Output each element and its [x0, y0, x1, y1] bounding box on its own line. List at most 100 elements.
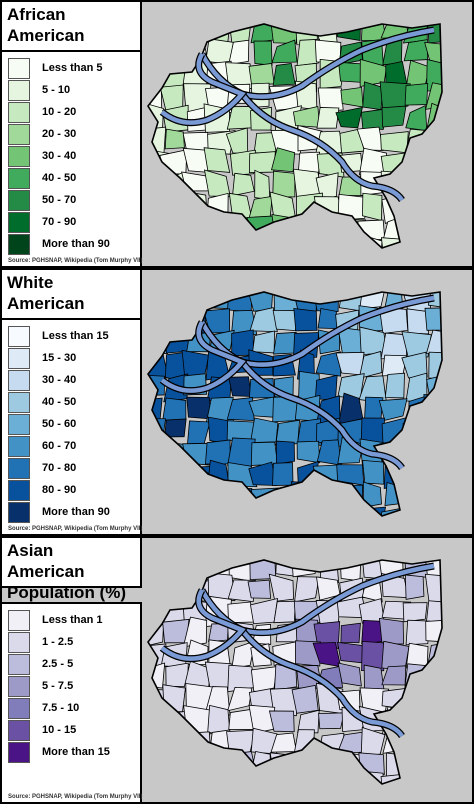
legend-swatch [8, 348, 30, 369]
neighborhood [405, 619, 431, 646]
neighborhood [205, 214, 231, 243]
neighborhood [206, 192, 229, 219]
african-american-panel: African American Population (%) Less tha… [0, 0, 474, 268]
neighborhood [248, 195, 273, 218]
legend-label: 40 - 50 [42, 396, 77, 408]
neighborhood [337, 235, 361, 248]
neighborhood [180, 507, 212, 516]
neighborhood [358, 350, 383, 379]
neighborhood [379, 81, 411, 109]
neighborhood [428, 465, 442, 489]
neighborhood [338, 773, 365, 784]
neighborhood [148, 216, 165, 243]
neighborhood [182, 24, 210, 42]
legend-swatch [8, 80, 30, 101]
neighborhood [404, 574, 425, 600]
legend-label: 30 - 40 [42, 150, 77, 162]
neighborhood [380, 237, 409, 248]
legend-label: 15 - 30 [42, 352, 77, 364]
legend-label: 30 - 40 [42, 374, 77, 386]
legend-label: 80 - 90 [42, 484, 77, 496]
neighborhood [162, 397, 187, 422]
neighborhood [148, 24, 165, 42]
neighborhood [272, 310, 301, 332]
legend-swatch [8, 146, 30, 167]
neighborhood [164, 418, 187, 438]
neighborhood [291, 560, 318, 578]
title-box: Asian American Population (%) [2, 538, 142, 602]
neighborhood [291, 684, 319, 714]
neighborhood [164, 128, 185, 150]
neighborhood [182, 731, 211, 755]
legend-label: 7.5 - 10 [42, 702, 80, 714]
neighborhood [148, 572, 164, 602]
legend-label: Less than 5 [42, 62, 103, 74]
neighborhood [226, 238, 255, 248]
neighborhood [363, 664, 385, 690]
neighborhood [269, 752, 298, 777]
neighborhood [381, 105, 407, 128]
neighborhood [315, 755, 337, 781]
neighborhood [425, 619, 442, 643]
legend-item [8, 502, 30, 523]
neighborhood [148, 236, 167, 248]
neighborhood [162, 506, 189, 516]
city-boundary [147, 291, 443, 517]
legend-label: 2.5 - 5 [42, 658, 74, 670]
neighborhood [296, 237, 317, 248]
legend-label: 50 - 70 [42, 194, 77, 206]
city-boundary [147, 23, 443, 249]
neighborhood [317, 774, 343, 784]
neighborhood [184, 775, 214, 784]
neighborhood [317, 87, 344, 113]
neighborhood [187, 420, 211, 445]
neighborhood [402, 602, 428, 623]
legend-swatch [8, 370, 30, 391]
neighborhood [161, 710, 189, 734]
neighborhood [425, 82, 442, 110]
neighborhood [148, 418, 167, 445]
neighborhood [148, 459, 169, 487]
legend-item [8, 392, 30, 413]
neighborhood [297, 709, 320, 734]
neighborhood [247, 579, 272, 599]
legend-label: 5 - 7.5 [42, 680, 74, 692]
neighborhood [403, 510, 426, 516]
legend-item [8, 742, 30, 763]
neighborhood [423, 730, 442, 757]
legend-swatch [8, 102, 30, 123]
neighborhood [404, 171, 431, 194]
legend-label: More than 90 [42, 506, 110, 518]
neighborhood [276, 440, 295, 465]
neighborhood [250, 597, 279, 625]
legend-swatch [8, 720, 30, 741]
legend-item [8, 168, 30, 189]
neighborhood [406, 308, 430, 335]
neighborhood [424, 307, 442, 331]
neighborhood [312, 292, 340, 312]
neighborhood [426, 217, 442, 237]
neighborhood [148, 620, 165, 648]
neighborhood [268, 710, 295, 733]
neighborhood [337, 373, 365, 399]
neighborhood [148, 38, 168, 67]
neighborhood [427, 666, 442, 690]
legend-swatch [8, 698, 30, 719]
legend-item [8, 80, 30, 101]
legend: Less than 1 1 - 2.5 2.5 - 5 5 - 7.5 7.5 - 10… [2, 602, 142, 802]
neighborhood [148, 175, 162, 194]
neighborhood [184, 292, 210, 315]
neighborhood [403, 772, 428, 784]
neighborhood [272, 504, 299, 516]
neighborhood [148, 509, 165, 516]
neighborhood [296, 440, 321, 464]
neighborhood [249, 307, 278, 333]
neighborhood [317, 215, 346, 243]
neighborhood [184, 480, 209, 514]
legend-label: 40 - 50 [42, 172, 77, 184]
neighborhood [165, 776, 190, 784]
legend-item [8, 480, 30, 501]
neighborhood [361, 640, 386, 672]
legend-item [8, 436, 30, 457]
legend-item [8, 676, 30, 697]
